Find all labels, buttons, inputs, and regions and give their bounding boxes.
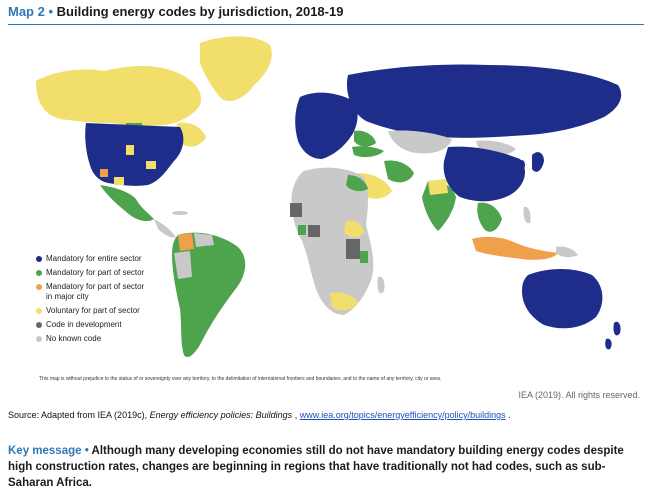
map-disclaimer: This map is without prejudice to the sta…: [39, 376, 442, 382]
legend-label: Mandatory for entire sector: [46, 254, 142, 263]
map-title: Map 2 • Building energy codes by jurisdi…: [8, 4, 343, 19]
legend-label: No known code: [46, 334, 102, 343]
legend-swatch: [36, 284, 42, 290]
source-middle: ,: [294, 410, 300, 420]
russia: [346, 64, 622, 138]
madagascar: [377, 276, 385, 294]
legend-item-mandatory-entire: Mandatory for entire sector: [36, 254, 144, 264]
mexico: [100, 185, 154, 222]
map-title-prefix: Map 2 •: [8, 4, 54, 19]
australia: [522, 269, 603, 329]
legend-swatch: [36, 322, 42, 328]
nigeria: [308, 225, 320, 237]
united-states: [85, 123, 184, 186]
korea: [519, 160, 525, 170]
central-america: [154, 219, 176, 238]
southeast-asia: [477, 202, 502, 232]
source-line: Source: Adapted from IEA (2019c), Energy…: [8, 410, 511, 420]
legend-label: Code in development: [46, 320, 122, 329]
south-america: [172, 232, 246, 358]
legend-item-mandatory-major-city: Mandatory for part of sector in major ci…: [36, 282, 144, 302]
tanzania: [360, 251, 368, 263]
colombia: [178, 233, 194, 251]
title-divider: [8, 24, 644, 25]
us-state-a: [126, 145, 134, 155]
ethiopia: [344, 220, 364, 238]
venezuela: [194, 233, 214, 247]
india-north: [428, 179, 448, 195]
egypt: [346, 175, 368, 192]
africa: [291, 167, 374, 315]
philippines: [523, 206, 531, 224]
us-state-d: [100, 169, 108, 177]
rights-notice: IEA (2019). All rights reserved.: [518, 390, 640, 400]
peru: [174, 251, 192, 279]
legend-swatch: [36, 336, 42, 342]
legend-swatch: [36, 308, 42, 314]
kazakhstan: [388, 130, 452, 154]
new-zealand-south: [605, 338, 612, 350]
iran: [384, 160, 414, 183]
us-state-b: [146, 161, 156, 169]
caribbean: [172, 211, 188, 215]
greenland: [200, 36, 272, 102]
source-title: Energy efficiency policies: Buildings: [149, 410, 293, 420]
east-africa-code-dev: [346, 239, 360, 259]
canada: [36, 66, 202, 126]
papua: [556, 246, 578, 258]
legend-item-no-known-code: No known code: [36, 334, 144, 344]
south-africa: [330, 292, 358, 311]
legend-item-mandatory-part: Mandatory for part of sector: [36, 268, 144, 278]
key-message: Key message • Although many developing e…: [8, 443, 648, 491]
legend-label: Mandatory for part of sector in major ci…: [46, 282, 145, 301]
world-map: [36, 36, 622, 358]
ukraine: [354, 130, 376, 147]
source-link[interactable]: www.iea.org/topics/energyefficiency/poli…: [299, 410, 506, 420]
europe: [295, 92, 358, 159]
source-prefix: Source: Adapted from IEA (2019c),: [8, 410, 150, 420]
legend-label: Mandatory for part of sector: [46, 268, 145, 277]
china: [443, 146, 525, 202]
source-suffix: .: [508, 410, 511, 420]
legend-item-voluntary: Voluntary for part of sector: [36, 306, 144, 316]
ghana: [298, 225, 306, 235]
legend-item-code-in-development: Code in development: [36, 320, 144, 330]
turkey: [352, 146, 384, 158]
map-legend: Mandatory for entire sector Mandatory fo…: [36, 254, 144, 348]
canada-east: [176, 122, 206, 147]
legend-swatch: [36, 256, 42, 262]
us-state-c: [114, 177, 124, 185]
west-africa-code-dev: [290, 203, 302, 217]
new-zealand: [613, 321, 621, 336]
key-message-label: Key message •: [8, 445, 89, 457]
key-message-text: Although many developing economies still…: [8, 445, 624, 489]
legend-swatch: [36, 270, 42, 276]
indonesia: [472, 236, 558, 260]
japan: [532, 152, 544, 172]
legend-label: Voluntary for part of sector: [46, 306, 140, 315]
map-title-text: Building energy codes by jurisdiction, 2…: [56, 4, 344, 19]
